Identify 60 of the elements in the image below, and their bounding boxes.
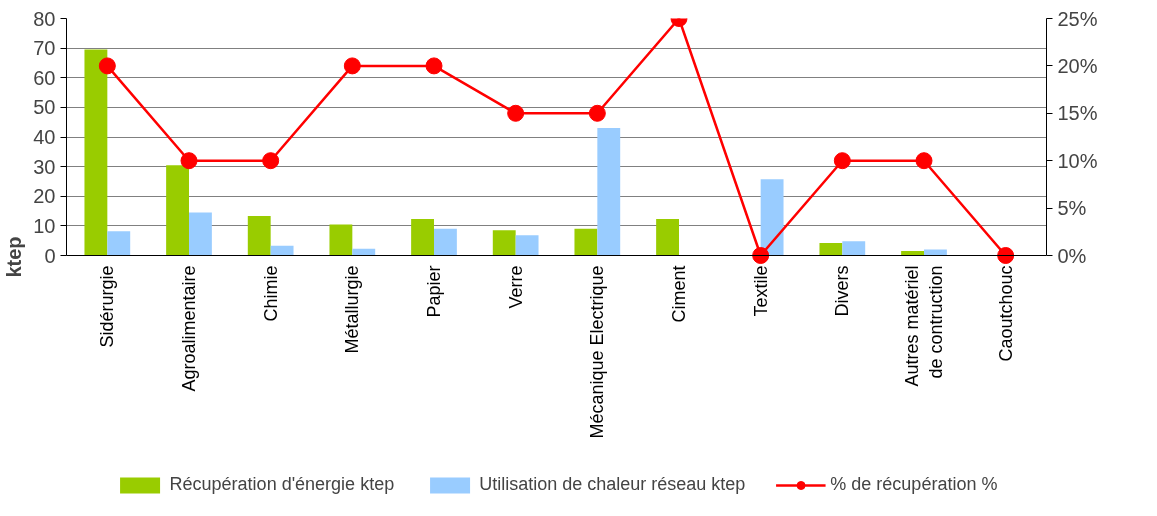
y2-tick-label: 20% — [1057, 54, 1098, 77]
x-tick-label: Divers — [832, 265, 853, 317]
y-tick-label: 0 — [44, 244, 56, 267]
x-tick-label: Agroalimentaire — [179, 265, 199, 392]
point — [425, 57, 443, 75]
x-tick-label: Sidérurgie — [97, 265, 118, 348]
point — [262, 152, 280, 170]
x-tick-label: Métallurgie — [342, 265, 363, 354]
bar — [760, 179, 784, 256]
y-tick-label: 80 — [33, 7, 56, 30]
y-tick-label: 40 — [33, 126, 56, 148]
bar — [84, 49, 108, 256]
x-tick-label: Textile — [750, 265, 771, 317]
bar — [247, 216, 271, 256]
x-tick-label: Chimie — [260, 265, 281, 322]
x-tick-label: Papier — [424, 265, 444, 318]
bar — [819, 243, 843, 256]
bar — [901, 251, 924, 256]
legend-label: Récupération d'énergie ktep — [169, 474, 395, 495]
point — [343, 57, 361, 75]
bar — [597, 128, 621, 256]
point — [833, 152, 851, 170]
bar — [574, 228, 598, 256]
y2-tick-label: 15% — [1057, 102, 1098, 125]
point — [752, 247, 770, 264]
point — [507, 104, 525, 122]
y-tick-label: 50 — [33, 96, 56, 119]
y2-tick-label: 25% — [1057, 7, 1098, 30]
y-tick-label: 70 — [33, 37, 56, 60]
bar — [434, 228, 457, 256]
bar — [411, 219, 434, 256]
bar — [656, 219, 679, 256]
bar — [270, 245, 294, 256]
x-tick-label: Caoutchouc — [995, 265, 1016, 362]
point — [180, 152, 198, 170]
legend-label: % de récupération % — [830, 474, 998, 495]
bar — [492, 230, 516, 256]
y-tick-label: 30 — [33, 155, 56, 178]
y2-tick-label: 10% — [1057, 149, 1098, 172]
y-axis-title: ktep — [3, 236, 26, 278]
x-tick-label: Autres matériel de contruction — [902, 265, 946, 387]
x-tick-label: Ciment — [669, 265, 689, 323]
point — [98, 57, 116, 75]
x-tick-label: Verre — [505, 265, 526, 309]
point — [915, 152, 933, 170]
bar — [107, 231, 131, 256]
y-tick-label: 20 — [33, 185, 56, 208]
legend-label: Utilisation de chaleur réseau ktep — [479, 474, 746, 495]
bar — [166, 165, 189, 256]
y2-tick-label: 0% — [1057, 244, 1087, 267]
point — [997, 247, 1015, 264]
bar — [842, 241, 866, 256]
bar — [329, 224, 353, 256]
y2-tick-label: 5% — [1057, 197, 1087, 220]
bar — [515, 235, 539, 256]
y-tick-label: 60 — [33, 66, 56, 89]
point — [588, 104, 606, 122]
bar — [189, 212, 212, 256]
y-tick-label: 10 — [33, 214, 56, 237]
x-tick-label: Mécanique Electrique — [587, 265, 608, 439]
